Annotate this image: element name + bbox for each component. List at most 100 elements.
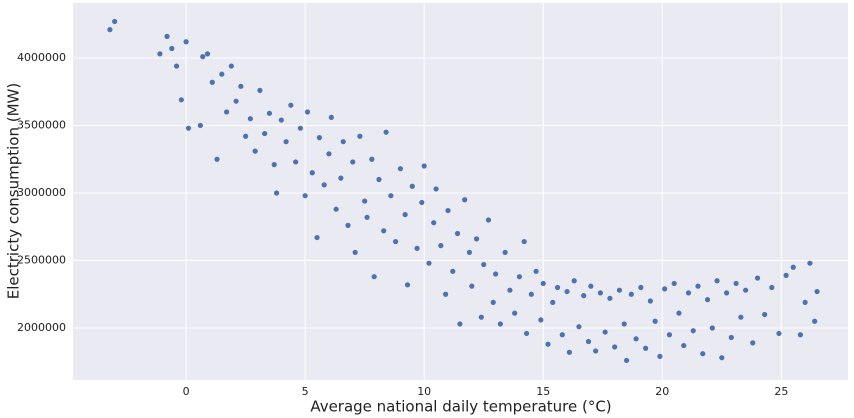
point [383,129,389,135]
point [612,344,618,350]
point [454,230,461,237]
y-tick-label: 2000000 [17,321,66,334]
point [183,39,189,45]
point [433,186,439,192]
point [685,290,692,296]
point [462,197,468,203]
point [273,190,280,196]
point [538,317,544,323]
point [581,293,587,299]
point [695,283,701,289]
point [666,332,673,338]
point [481,261,487,268]
point [638,284,644,291]
point [204,51,211,57]
point [219,71,225,77]
point [421,163,427,169]
point [362,198,368,204]
point [533,268,539,274]
point [364,214,370,220]
point [502,249,508,255]
point [197,122,203,129]
y-axis-label: Electricty consumption (MW) [5,83,23,299]
point [288,102,294,108]
point [466,249,473,255]
plot-area [73,3,848,380]
point [304,109,311,115]
point [700,351,706,357]
point [485,217,492,223]
y-tick-label: 3500000 [17,118,66,131]
point [445,207,451,214]
point [802,299,808,305]
point [214,156,220,162]
x-tick-label: 0 [183,385,190,398]
x-tick-label: 10 [417,385,431,398]
point [540,280,546,287]
y-tick-label: 4000000 [17,51,66,64]
point [550,299,556,305]
point [450,268,456,274]
point [271,162,277,168]
point [564,288,570,295]
point [512,310,518,316]
point [597,290,603,296]
point [252,148,258,154]
point [371,274,377,280]
point [585,338,592,345]
point [297,125,303,131]
point [157,51,163,57]
point [238,83,244,89]
point [750,340,756,346]
point [169,45,175,52]
point [247,116,253,122]
point [602,329,608,335]
point [593,348,599,354]
point [733,280,739,287]
points [107,18,820,364]
point [754,275,761,281]
y-tick-label: 3000000 [17,186,66,199]
point [388,193,394,199]
point [228,63,234,69]
point [621,321,627,327]
point [350,159,356,165]
point [521,238,527,245]
point [469,283,475,289]
point [714,278,720,284]
point [278,117,284,123]
x-tick-label: 25 [774,385,788,398]
point [490,299,496,305]
point [647,298,653,304]
point [528,291,534,297]
point [338,175,344,181]
point [328,114,334,120]
point [723,290,730,296]
point [321,182,327,188]
point [357,133,363,139]
point [409,183,415,189]
point [478,314,484,320]
point [545,341,551,347]
point [690,328,696,334]
point [704,297,711,303]
point [326,151,332,157]
point [345,222,351,228]
point [112,18,118,25]
point [814,288,820,295]
point [257,87,263,93]
y-tick-label: 2500000 [17,253,66,266]
x-axis-label: Average national daily temperature (°C) [310,398,611,416]
point [262,130,268,137]
point [340,139,346,145]
point [769,284,775,291]
point [662,286,668,292]
point [333,206,339,212]
point [443,291,449,297]
x-tick-label: 5 [302,385,309,398]
point [185,125,192,131]
point [652,318,658,324]
point [559,332,565,338]
